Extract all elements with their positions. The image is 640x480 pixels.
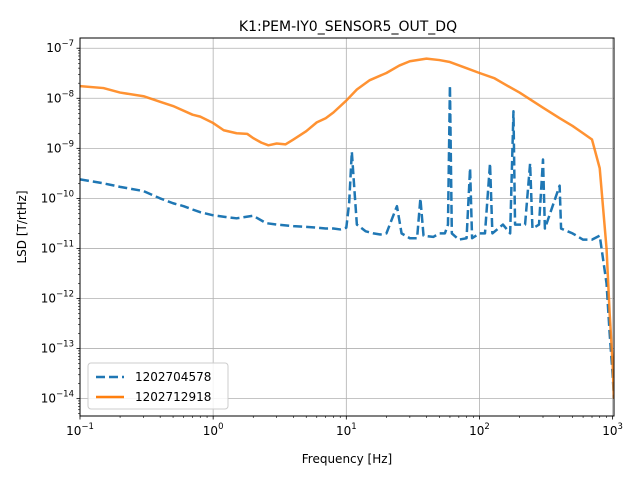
chart-title: K1:PEM-IY0_SENSOR5_OUT_DQ [239, 19, 457, 35]
y-axis-label: LSD [T/rtHz] [15, 190, 29, 263]
series-line-1 [80, 84, 614, 399]
y-tick-label: 10−11 [41, 239, 74, 255]
x-tick-label: 100 [203, 422, 224, 438]
y-tick-label: 10−12 [41, 290, 74, 306]
y-tick-label: 10−9 [46, 139, 74, 155]
y-tick-label: 10−14 [41, 390, 74, 406]
series-layer [80, 57, 614, 399]
y-tick-label: 10−7 [46, 39, 74, 55]
legend-label-1: 1202704578 [135, 370, 211, 384]
x-tick-label: 10−1 [66, 422, 94, 438]
ticks: 10−1 100 101 102 103 10−14 10−13 10−12 10−11 10−1… [41, 39, 623, 438]
y-tick-label: 10−8 [46, 89, 74, 105]
x-tick-label: 101 [336, 422, 357, 438]
x-tick-label: 103 [602, 422, 623, 438]
legend-label-2: 1202712918 [135, 390, 211, 404]
legend: 1202704578 1202712918 [87, 362, 229, 410]
series-line-2 [80, 57, 614, 399]
plot-frame [79, 37, 615, 417]
y-tick-label: 10−10 [41, 189, 74, 205]
y-tick-label: 10−13 [41, 340, 74, 356]
x-axis-label: Frequency [Hz] [302, 452, 393, 466]
x-tick-label: 102 [469, 422, 490, 438]
